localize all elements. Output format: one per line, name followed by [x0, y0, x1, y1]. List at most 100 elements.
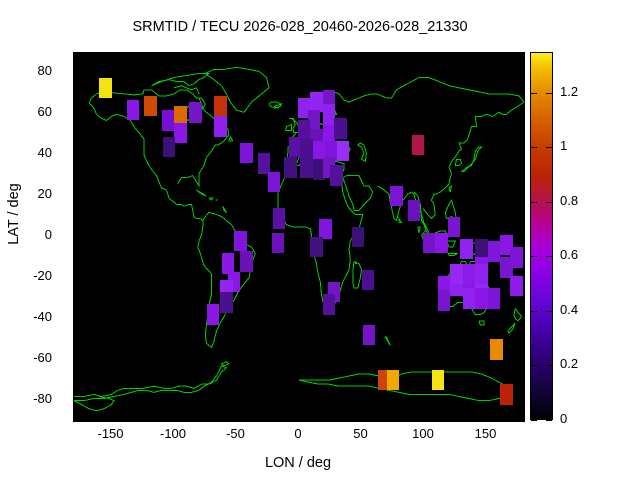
colorbar[interactable]	[530, 52, 553, 420]
colorbar-tick-label: 0.4	[560, 301, 579, 317]
heatmap-cell	[312, 140, 326, 162]
y-tick-label: -40	[33, 308, 52, 324]
x-tick-label: -150	[97, 426, 124, 441]
heatmap-cell	[234, 230, 247, 252]
heatmap-cell	[447, 216, 461, 237]
colorbar-tick-label: 1	[560, 138, 568, 154]
heatmap-cell	[189, 102, 202, 123]
y-tick-label: -80	[33, 390, 52, 406]
heatmap-cell	[267, 171, 281, 192]
y-tick-label: 60	[37, 104, 52, 120]
map-plot-area[interactable]	[73, 52, 525, 422]
heatmap-cell	[272, 208, 286, 229]
heatmap-cell	[310, 91, 323, 113]
colorbar-tick-mark	[546, 256, 552, 258]
y-tick-label: 80	[37, 63, 52, 79]
y-tick-label: -20	[33, 267, 52, 283]
colorbar-tick-mark	[546, 310, 552, 312]
heatmap-cell	[407, 200, 421, 221]
y-tick-label: 0	[44, 227, 52, 242]
x-tick-label: 0	[294, 426, 302, 441]
colorbar-tick-label: 0.8	[560, 192, 579, 208]
heatmap-cell	[336, 140, 349, 162]
heatmap-cell	[220, 292, 233, 313]
colorbar-tick-mark	[531, 256, 537, 258]
colorbar-tick-mark	[531, 420, 537, 421]
heatmap-cell	[510, 275, 523, 297]
heatmap-cell	[462, 288, 476, 309]
colorbar-tick-label: 0	[560, 411, 568, 426]
heatmap-cell	[475, 263, 488, 284]
x-tick-label: 100	[412, 426, 434, 441]
heatmap-cell	[325, 140, 338, 162]
heatmap-cell	[462, 263, 476, 284]
heatmap-cell	[297, 120, 311, 141]
x-tick-label: -100	[159, 426, 187, 441]
heatmap-cell	[174, 122, 187, 143]
heatmap-cell	[300, 157, 313, 178]
heatmap-cell	[450, 263, 463, 284]
heatmap-cell	[214, 116, 227, 137]
colorbar-tick-mark	[531, 365, 537, 367]
heatmap-cell	[390, 185, 403, 207]
heatmap-cell	[510, 247, 523, 268]
heatmap-cell	[174, 106, 187, 127]
colorbar-tick-label: 0.6	[560, 247, 579, 263]
heatmap-cell	[460, 239, 473, 260]
heatmap-cell	[297, 97, 311, 119]
heatmap-cell	[221, 253, 234, 274]
heatmap-cell	[437, 290, 451, 311]
colorbar-tick-mark	[531, 92, 537, 94]
colorbar-tick-mark	[546, 201, 552, 203]
heatmap-cell	[386, 369, 399, 391]
heatmap-cell	[319, 218, 332, 240]
x-tick-label: 150	[474, 426, 497, 441]
heatmap-cell	[289, 136, 302, 158]
heatmap-cell	[431, 369, 444, 391]
heatmap-cell	[475, 239, 488, 260]
heatmap-cell	[500, 384, 513, 405]
colorbar-gradient	[531, 53, 552, 419]
heatmap-cell	[411, 134, 424, 156]
y-tick-label: -60	[33, 349, 52, 365]
heatmap-cell	[257, 153, 271, 174]
heatmap-cell	[330, 165, 343, 186]
chart-title: SRMTID / TECU 2026-028_20460-2026-028_21…	[132, 19, 468, 35]
colorbar-tick-label: 0.2	[560, 356, 579, 372]
colorbar-tick-mark	[546, 365, 552, 367]
heatmap-cell	[161, 110, 174, 131]
heatmap-cell	[240, 142, 253, 164]
heatmap-cell	[240, 251, 253, 272]
heatmap-cell	[500, 234, 513, 256]
heatmap-cell	[206, 304, 219, 325]
heatmap-cell	[322, 124, 336, 145]
heatmap-cell	[144, 95, 157, 117]
heatmap-cell	[361, 269, 374, 291]
heatmap-cell	[362, 324, 376, 346]
heatmap-cell	[271, 232, 284, 254]
heatmap-cell	[351, 226, 364, 248]
heatmap-cell	[500, 257, 513, 278]
heatmap-cell	[487, 241, 501, 262]
heatmap-cell	[475, 288, 488, 309]
colorbar-tick-mark	[546, 147, 552, 149]
x-axis-label: LON / deg	[264, 455, 332, 471]
heatmap-cell	[284, 157, 297, 178]
heatmap-cell	[322, 104, 336, 125]
heatmap-cell	[162, 136, 176, 158]
colorbar-tick-mark	[546, 420, 552, 421]
colorbar-tick-mark	[531, 147, 537, 149]
heatmap-cell	[490, 339, 503, 360]
heatmap-cell	[126, 100, 139, 121]
heatmap-cells	[74, 53, 524, 421]
heatmap-cell	[307, 110, 321, 131]
y-tick-label: 40	[37, 145, 52, 161]
y-axis-label: LAT / deg	[6, 183, 22, 245]
colorbar-tick-mark	[531, 201, 537, 203]
colorbar-tick-mark	[531, 310, 537, 312]
x-tick-label: -50	[226, 426, 245, 441]
colorbar-tick-mark	[546, 92, 552, 94]
heatmap-cell	[214, 95, 227, 117]
heatmap-cell	[300, 138, 313, 160]
